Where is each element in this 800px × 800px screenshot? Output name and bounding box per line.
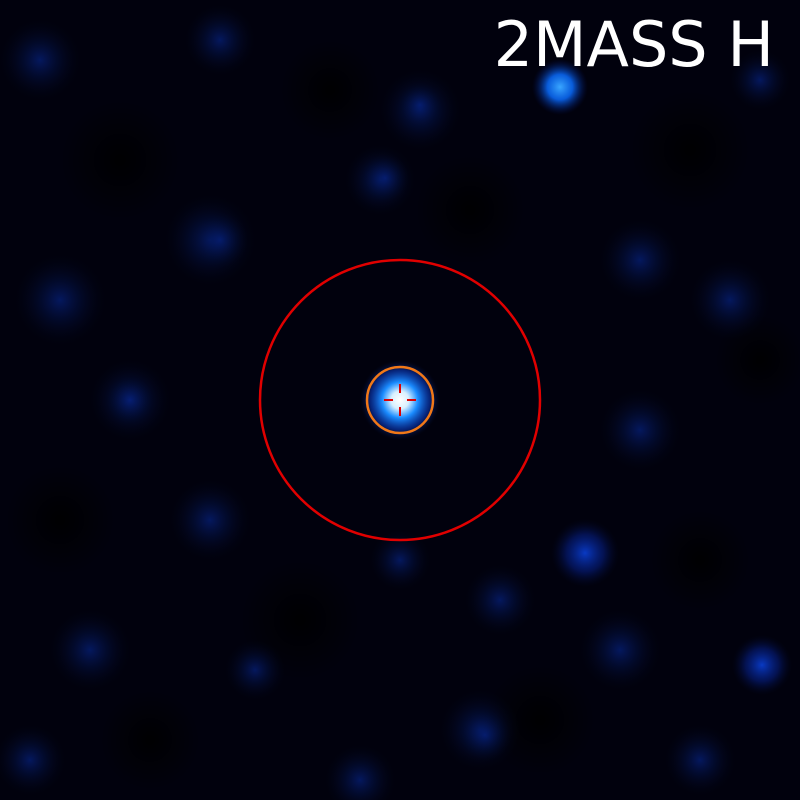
background-noise <box>0 5 800 800</box>
band-label: 2MASS H <box>493 8 774 81</box>
field-star <box>551 519 619 587</box>
search-radius-circle <box>258 258 542 542</box>
field-star <box>532 59 588 115</box>
field-stars <box>106 59 792 761</box>
field-star <box>192 212 248 268</box>
field-star <box>106 376 154 424</box>
target-source <box>360 360 440 440</box>
field-star <box>225 640 285 700</box>
field-star <box>459 709 511 761</box>
field-star <box>361 154 409 202</box>
field-star <box>732 635 792 695</box>
crosshair-icon <box>384 384 416 416</box>
field-star <box>398 83 442 127</box>
aperture-circle <box>365 365 435 435</box>
